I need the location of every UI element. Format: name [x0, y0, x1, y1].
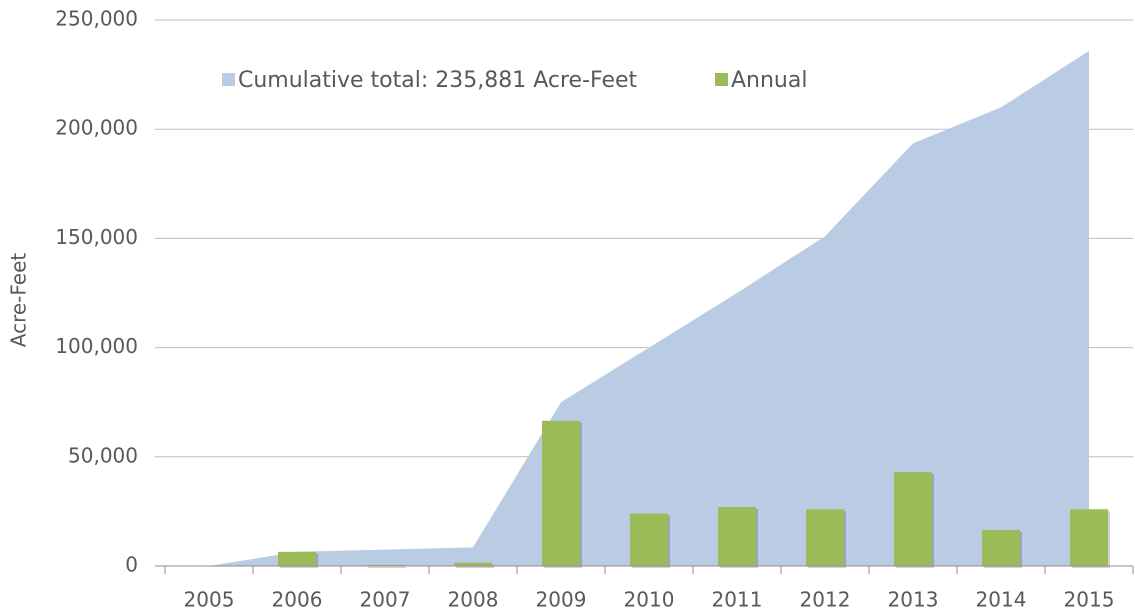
- area: [209, 50, 1089, 567]
- legend-swatch: [222, 73, 235, 86]
- x-tick-label: 2015: [1064, 588, 1115, 612]
- x-tick-label: 2010: [624, 588, 675, 612]
- bar: [894, 472, 932, 566]
- y-axis-label: Acre-Feet: [7, 253, 31, 348]
- bar-shadow: [368, 566, 406, 568]
- bar: [1070, 509, 1108, 566]
- bar: [718, 507, 756, 566]
- legend-swatch: [715, 73, 728, 86]
- y-tick-label: 100,000: [55, 334, 138, 358]
- bar: [366, 564, 404, 566]
- bar: [630, 513, 668, 566]
- bar: [542, 420, 580, 566]
- x-tick-label: 2005: [184, 588, 235, 612]
- legend-label: Annual: [731, 68, 807, 93]
- x-tick-label: 2008: [448, 588, 499, 612]
- x-tick-label: 2007: [360, 588, 411, 612]
- x-tick-label: 2006: [272, 588, 323, 612]
- x-tick-label: 2014: [976, 588, 1027, 612]
- x-tick-label: 2009: [536, 588, 587, 612]
- x-tick-label: 2013: [888, 588, 939, 612]
- x-tick-label: 2012: [800, 588, 851, 612]
- bar: [982, 529, 1020, 566]
- x-tick-label: 2011: [712, 588, 763, 612]
- y-tick-label: 200,000: [55, 116, 138, 140]
- y-tick-label: 0: [125, 553, 138, 577]
- y-tick-label: 250,000: [55, 7, 138, 31]
- bar: [806, 509, 844, 566]
- bar: [454, 562, 492, 566]
- bar: [278, 551, 316, 566]
- y-tick-label: 50,000: [68, 443, 138, 467]
- legend-label: Cumulative total: 235,881 Acre-Feet: [238, 68, 638, 93]
- y-tick-label: 150,000: [55, 225, 138, 249]
